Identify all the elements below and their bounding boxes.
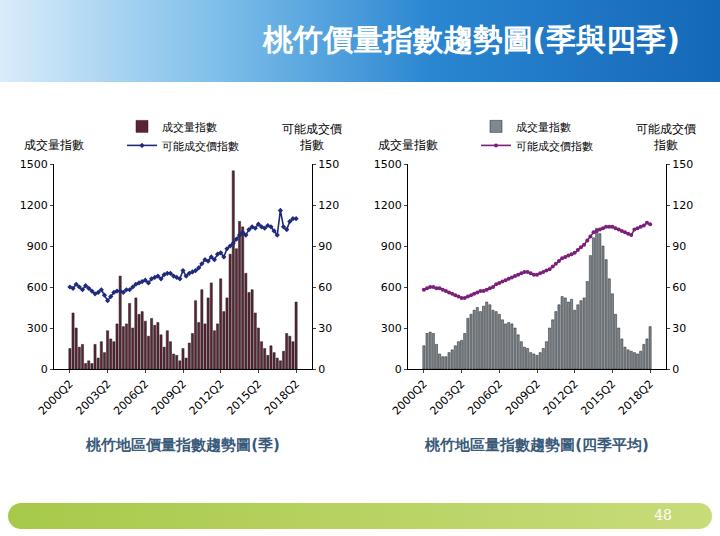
svg-text:600: 600 bbox=[381, 281, 402, 294]
svg-text:2018Q2: 2018Q2 bbox=[616, 378, 656, 418]
svg-text:成交量指數: 成交量指數 bbox=[162, 121, 217, 134]
svg-text:900: 900 bbox=[27, 240, 48, 253]
svg-text:2015Q2: 2015Q2 bbox=[224, 378, 264, 418]
svg-text:2000Q2: 2000Q2 bbox=[36, 378, 76, 418]
svg-text:60: 60 bbox=[672, 281, 686, 294]
html-text:桃竹地區價量指數趨勢圖(季): 桃竹地區價量指數趨勢圖(季) bbox=[86, 436, 280, 454]
svg-text:可能成交價指數: 可能成交價指數 bbox=[282, 122, 342, 152]
svg-text:0: 0 bbox=[41, 363, 48, 376]
svg-text:2003Q2: 2003Q2 bbox=[74, 378, 114, 418]
svg-text:0: 0 bbox=[318, 363, 325, 376]
svg-text:90: 90 bbox=[672, 240, 686, 253]
svg-text:60: 60 bbox=[318, 281, 332, 294]
svg-text:300: 300 bbox=[381, 322, 402, 335]
svg-text:150: 150 bbox=[318, 158, 339, 171]
svg-text:2012Q2: 2012Q2 bbox=[187, 378, 227, 418]
svg-text:成交量指數: 成交量指數 bbox=[378, 138, 438, 152]
html-text:桃竹價量指數趨勢圖(季與四季): 桃竹價量指數趨勢圖(季與四季) bbox=[262, 22, 680, 57]
svg-text:成交量指數: 成交量指數 bbox=[24, 138, 84, 152]
svg-text:30: 30 bbox=[672, 322, 686, 335]
svg-text:120: 120 bbox=[672, 199, 693, 212]
svg-text:2006Q2: 2006Q2 bbox=[111, 378, 151, 418]
svg-text:0: 0 bbox=[672, 363, 679, 376]
svg-text:90: 90 bbox=[318, 240, 332, 253]
svg-text:2000Q2: 2000Q2 bbox=[390, 378, 430, 418]
svg-text:1200: 1200 bbox=[20, 199, 48, 212]
svg-text:150: 150 bbox=[672, 158, 693, 171]
svg-text:1200: 1200 bbox=[374, 199, 402, 212]
svg-text:1500: 1500 bbox=[374, 158, 402, 171]
svg-text:30: 30 bbox=[318, 322, 332, 335]
svg-text:900: 900 bbox=[381, 240, 402, 253]
svg-text:可能成交價指數: 可能成交價指數 bbox=[636, 122, 696, 152]
svg-text:成交量指數: 成交量指數 bbox=[516, 121, 571, 134]
svg-text:2009Q2: 2009Q2 bbox=[503, 378, 543, 418]
svg-text:2012Q2: 2012Q2 bbox=[541, 378, 581, 418]
svg-text:2015Q2: 2015Q2 bbox=[578, 378, 618, 418]
svg-text:2003Q2: 2003Q2 bbox=[428, 378, 468, 418]
svg-text:300: 300 bbox=[27, 322, 48, 335]
svg-text:120: 120 bbox=[318, 199, 339, 212]
svg-text:600: 600 bbox=[27, 281, 48, 294]
svg-text:0: 0 bbox=[395, 363, 402, 376]
svg-text:1500: 1500 bbox=[20, 158, 48, 171]
html-text:桃竹地區量指數趨勢圖(四季平均): 桃竹地區量指數趨勢圖(四季平均) bbox=[425, 436, 649, 454]
svg-text:2009Q2: 2009Q2 bbox=[149, 378, 189, 418]
svg-text:可能成交價指數: 可能成交價指數 bbox=[516, 140, 593, 153]
svg-text:2006Q2: 2006Q2 bbox=[465, 378, 505, 418]
svg-text:2018Q2: 2018Q2 bbox=[262, 378, 302, 418]
html-text:48: 48 bbox=[654, 507, 672, 523]
svg-text:可能成交價指數: 可能成交價指數 bbox=[162, 140, 239, 153]
